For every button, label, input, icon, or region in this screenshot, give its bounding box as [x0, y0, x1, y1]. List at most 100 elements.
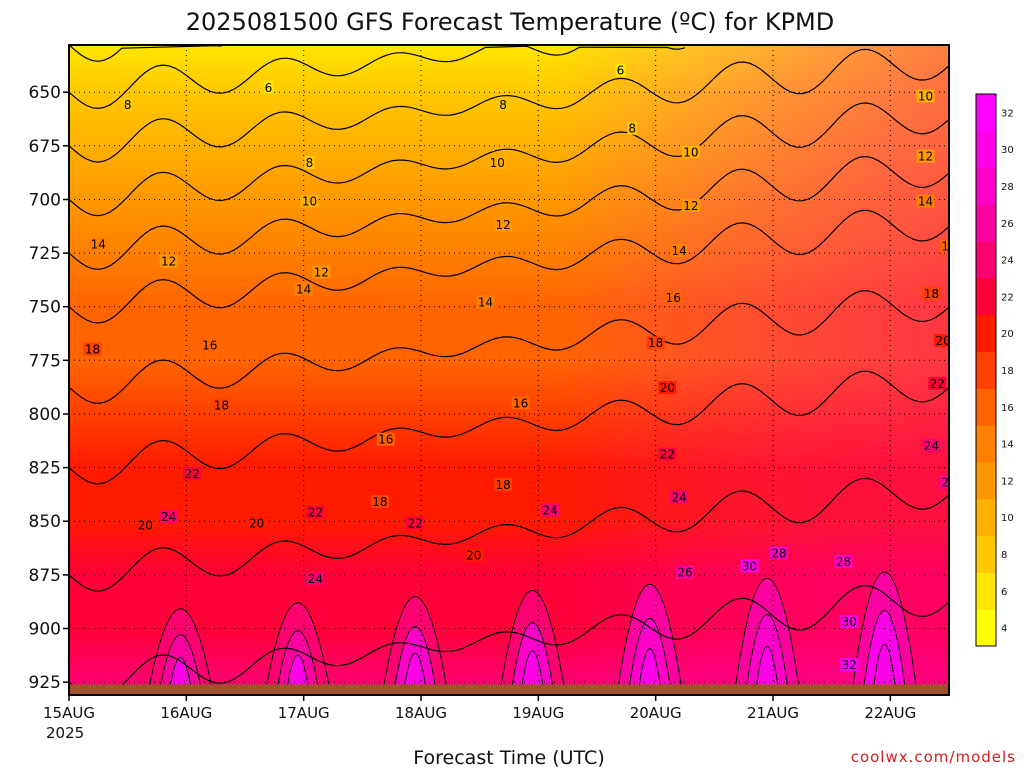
x-tick-label: 15AUG: [43, 704, 95, 722]
contour-label: 12: [159, 254, 178, 269]
contour-label: 6: [615, 63, 626, 78]
contour-label: 16: [664, 291, 683, 305]
contour-label-text: 16: [941, 240, 956, 254]
colorbar-label: 16: [1001, 403, 1014, 414]
x-tick-label: 19AUG: [512, 704, 564, 722]
contour-line-22: [69, 477, 949, 592]
contour-label-bg: [646, 336, 665, 350]
colorbar-label: 12: [1001, 476, 1014, 487]
contour-label-text: 12: [918, 150, 933, 164]
contour-label-text: 28: [771, 546, 786, 560]
contour-label: 24: [306, 572, 325, 586]
contour-label-text: 14: [296, 283, 311, 297]
contour-label-bg: [916, 149, 935, 163]
contour-label: 30: [740, 559, 759, 573]
colorbar-segment: [976, 572, 996, 610]
contour-label-bg: [615, 63, 626, 77]
contour-label-text: 14: [91, 238, 106, 252]
contour-label-text: 8: [499, 98, 507, 112]
contour-label: 32: [840, 658, 859, 672]
contour-line-6: [69, 45, 222, 62]
contour-label-bg: [263, 80, 274, 94]
contour-label: 14: [89, 237, 108, 252]
contour-label-bg: [306, 505, 325, 519]
colorbar-segment: [976, 609, 996, 647]
colorbar-segment: [976, 204, 996, 242]
contour-label-bg: [840, 658, 859, 671]
colorbar-label: 24: [1001, 256, 1014, 267]
contour-label-bg: [406, 516, 425, 530]
contour-label-text: 16: [666, 291, 681, 305]
contour-label-bg: [159, 509, 178, 523]
y-tick-label: 900: [29, 620, 61, 640]
contour-label-bg: [370, 494, 389, 508]
credit-link[interactable]: coolwx.com/models: [851, 748, 1016, 766]
contour-label: 24: [541, 503, 560, 518]
contour-label-text: 30: [742, 559, 757, 573]
y-tick-label: 850: [29, 512, 61, 532]
contour-label: 26: [940, 475, 949, 490]
contour-label-text: 18: [372, 495, 387, 509]
ground-surface: [69, 684, 949, 695]
contour-label: 28: [769, 546, 788, 560]
temperature-warming-overlay: [69, 45, 949, 695]
contour-label-bg: [494, 477, 513, 491]
diurnal-plumes: [147, 571, 918, 695]
y-tick-label: 700: [29, 191, 61, 211]
contour-label-bg: [541, 503, 560, 517]
contour-label-bg: [247, 516, 266, 530]
colorbar-segment: [976, 351, 996, 389]
contour-label-bg: [476, 295, 495, 309]
contour-line-20: [69, 370, 949, 485]
contour-label-text: 14: [671, 244, 686, 258]
contour-label-text: 14: [918, 195, 933, 209]
contour-label: 16: [376, 432, 395, 447]
grid-lines: [69, 45, 949, 695]
contour-label-text: 24: [161, 510, 176, 524]
contour-label: 22: [183, 467, 202, 481]
contour-label-bg: [916, 89, 935, 103]
contour-lines: [69, 45, 949, 695]
contour-label: 14: [916, 194, 935, 209]
colorbar-segment: [976, 535, 996, 573]
contour-label: 20: [934, 334, 949, 348]
contour-label-bg: [658, 447, 677, 461]
contour-label: 16: [200, 338, 219, 352]
contour-label: 14: [670, 243, 689, 258]
x-axis-ticks: 15AUG 16AUG 17AUG 18AUG 19AUG 20AUG 21AUG 22AUG: [43, 695, 916, 722]
y-axis-ticks: 650 675 700 725 750 775 800 825 850 875 900 925: [29, 83, 69, 693]
x-axis-year: 2025: [46, 724, 84, 742]
colorbar-label: 14: [1001, 440, 1014, 451]
contour-label: 18: [370, 494, 389, 509]
diurnal-plume: [499, 589, 566, 695]
contour-label-text: 26: [677, 566, 692, 580]
contour-label: 12: [312, 265, 331, 279]
contour-label-bg: [306, 572, 325, 586]
contour-label-text: 16: [378, 433, 393, 447]
contour-label: 14: [294, 282, 313, 297]
contour-label: 14: [476, 295, 495, 309]
contour-label: 24: [922, 439, 941, 453]
contour-label-bg: [294, 282, 313, 296]
y-tick-label: 675: [29, 137, 61, 157]
contour-line-14: [69, 155, 949, 270]
contour-label-bg: [488, 156, 507, 169]
contour-label-bg: [670, 243, 689, 257]
y-tick-label: 750: [29, 298, 61, 318]
colorbar-label: 4: [1001, 624, 1007, 635]
contour-label-text: 22: [308, 506, 323, 520]
contour-label-bg: [136, 518, 155, 532]
contour-label-bg: [212, 398, 231, 412]
contour-label-text: 6: [617, 64, 625, 78]
contour-label: 22: [406, 516, 425, 530]
contour-label-text: 18: [924, 287, 939, 301]
contour-label-text: 8: [306, 156, 314, 170]
contour-label-text: 6: [265, 81, 273, 95]
contour-label-text: 10: [918, 90, 933, 104]
colorbar-segment: [976, 167, 996, 205]
contour-label: 12: [494, 218, 513, 232]
x-tick-label: 17AUG: [278, 704, 330, 722]
contour-label-bg: [658, 381, 677, 395]
contour-line-12: [69, 102, 949, 217]
contour-label-text: 28: [836, 555, 851, 569]
